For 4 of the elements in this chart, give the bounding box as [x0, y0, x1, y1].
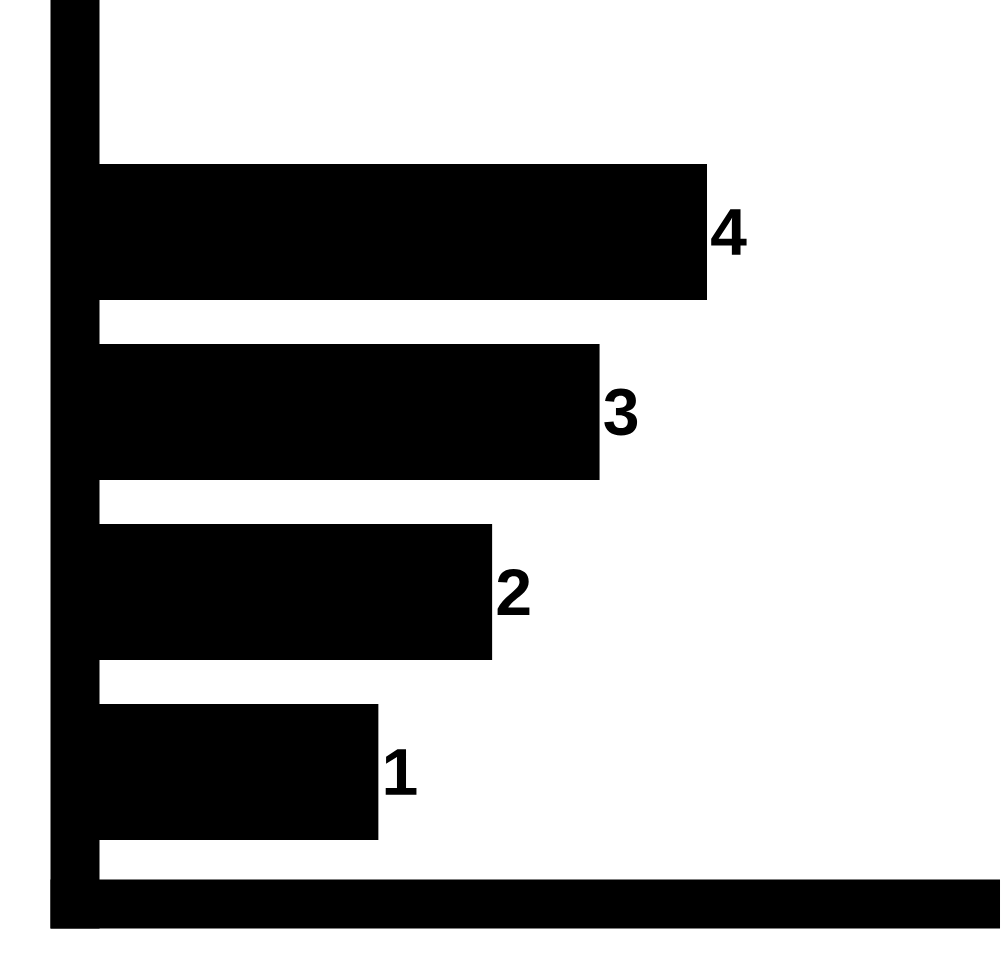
- y-tick-label: 4: [711, 209, 747, 255]
- y-tick-label: 3: [604, 388, 638, 436]
- y-tick-label: 1: [385, 749, 417, 795]
- y-tick-label: 2: [497, 568, 530, 616]
